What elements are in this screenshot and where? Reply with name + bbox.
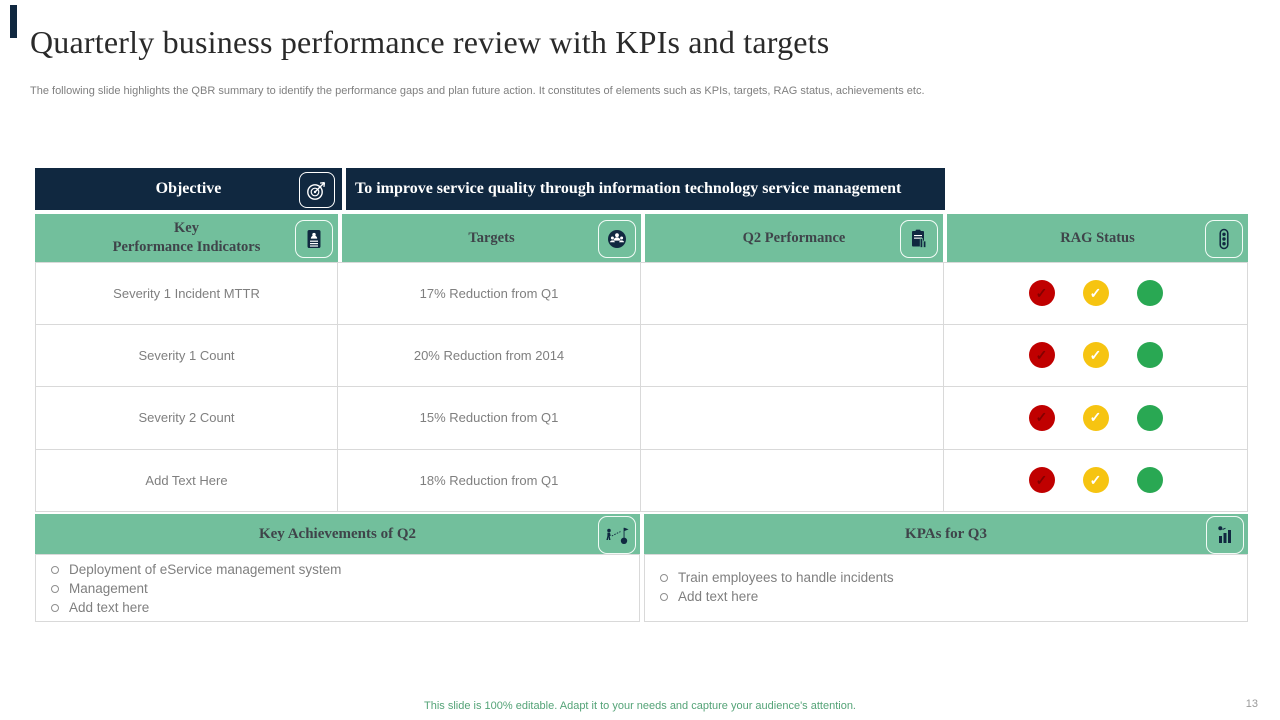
objective-value: To improve service quality through infor… (355, 180, 902, 197)
column-header-kpi: Key Performance Indicators (35, 214, 338, 262)
page-subtitle: The following slide highlights the QBR s… (30, 85, 925, 97)
bar-chart-icon (1206, 516, 1244, 554)
column-header-rag-status: RAG Status (947, 214, 1248, 262)
achievement-text: Management (69, 581, 148, 596)
kpas-title: KPAs for Q3 (905, 525, 987, 542)
achievements-list: Deployment of eService management system… (35, 554, 640, 622)
bullet-marker (660, 592, 668, 601)
audience-target-icon (598, 220, 636, 258)
list-item: Management (48, 581, 629, 596)
target-cell: 15% Reduction from Q1 (338, 387, 641, 450)
q2-header-label: Q2 Performance (742, 229, 846, 246)
bullet-marker (51, 584, 59, 593)
objective-label: Objective (155, 180, 222, 197)
q2-performance-cell (641, 324, 944, 387)
objective-value-cell: To improve service quality through infor… (346, 168, 945, 210)
rag-green-indicator: ✓ (1136, 404, 1163, 431)
page-title: Quarterly business performance review wi… (30, 24, 830, 60)
list-item: Deployment of eService management system (48, 562, 629, 577)
rag-header-label: RAG Status (1060, 229, 1135, 246)
rag-amber-indicator: ✓ (1082, 467, 1109, 494)
achievement-text: Deployment of eService management system (69, 562, 342, 577)
growth-stairs-flag-icon (598, 516, 636, 554)
corner-accent-bar (10, 5, 17, 38)
target-arrow-icon (299, 172, 335, 208)
performance-report-icon (900, 220, 938, 258)
rag-status-cell: ✓ ✓ ✓ (944, 324, 1248, 387)
traffic-light-icon (1205, 220, 1243, 258)
achievement-text: Add text here (69, 600, 150, 615)
q2-performance-cell (641, 387, 944, 450)
q2-performance-cell (641, 262, 944, 325)
rag-status-cell: ✓ ✓ ✓ (944, 387, 1248, 450)
rag-status-cell: ✓ ✓ ✓ (944, 449, 1248, 512)
column-header-q2-performance: Q2 Performance (645, 214, 943, 262)
bullet-marker (660, 573, 668, 582)
rag-amber-indicator: ✓ (1082, 404, 1109, 431)
objective-header-cell: Objective (35, 168, 342, 210)
rag-red-indicator: ✓ (1028, 467, 1055, 494)
targets-header-label: Targets (468, 229, 515, 246)
kpi-header-line2: Performance Indicators (112, 239, 261, 255)
achievements-title: Key Achievements of Q2 (258, 525, 417, 542)
rag-red-indicator: ✓ (1028, 404, 1055, 431)
rag-red-indicator: ✓ (1028, 342, 1055, 369)
rag-amber-indicator: ✓ (1082, 342, 1109, 369)
rag-green-indicator: ✓ (1136, 342, 1163, 369)
kpi-cell: Severity 1 Count (35, 324, 338, 387)
rag-red-indicator: ✓ (1028, 280, 1055, 307)
rag-green-indicator: ✓ (1136, 467, 1163, 494)
rag-status-cell: ✓ ✓ ✓ (944, 262, 1248, 325)
kpi-table-body: Severity 1 Incident MTTR 17% Reduction f… (35, 262, 1248, 512)
list-item: Train employees to handle incidents (657, 570, 1237, 585)
target-cell: 17% Reduction from Q1 (338, 262, 641, 325)
kpi-cell: Severity 1 Incident MTTR (35, 262, 338, 325)
kpi-header-line1: Key (174, 220, 199, 237)
clipboard-person-icon (295, 220, 333, 258)
bullet-marker (51, 565, 59, 574)
achievements-header: Key Achievements of Q2 (35, 514, 640, 554)
target-cell: 18% Reduction from Q1 (338, 449, 641, 512)
kpas-list: Train employees to handle incidents Add … (644, 554, 1248, 622)
rag-amber-indicator: ✓ (1082, 280, 1109, 307)
kpi-cell: Severity 2 Count (35, 387, 338, 450)
bullet-marker (51, 603, 59, 612)
list-item: Add text here (48, 600, 629, 615)
rag-green-indicator: ✓ (1136, 280, 1163, 307)
kpa-text: Train employees to handle incidents (678, 570, 894, 585)
target-cell: 20% Reduction from 2014 (338, 324, 641, 387)
kpi-cell: Add Text Here (35, 449, 338, 512)
kpas-header: KPAs for Q3 (644, 514, 1248, 554)
q2-performance-cell (641, 449, 944, 512)
footer-note: This slide is 100% editable. Adapt it to… (424, 700, 856, 712)
page-number: 13 (1245, 698, 1258, 710)
list-item: Add text here (657, 589, 1237, 604)
column-header-targets: Targets (342, 214, 641, 262)
kpa-text: Add text here (678, 589, 759, 604)
